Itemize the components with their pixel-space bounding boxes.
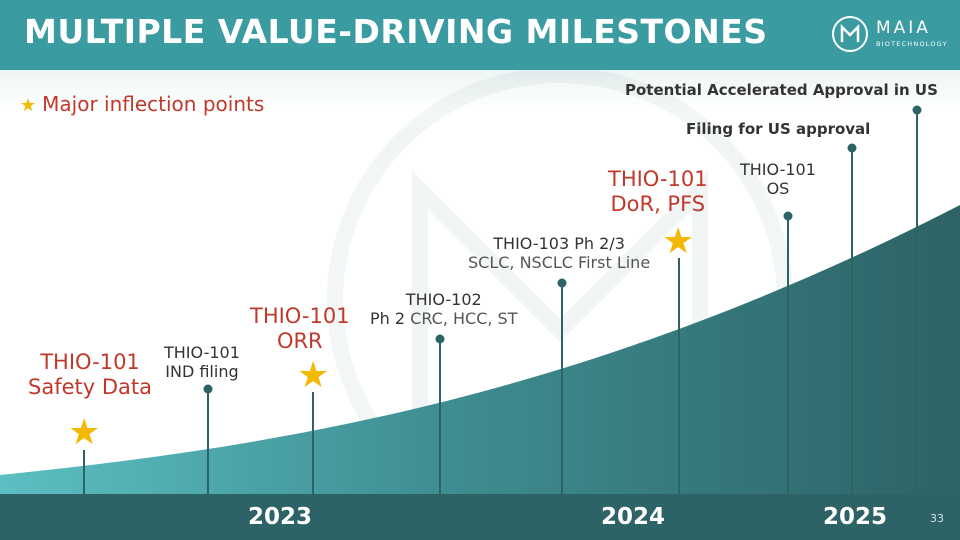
legend-text: Major inflection points (42, 92, 265, 116)
milestone-title: Filing for US approval (686, 120, 871, 138)
logo-name: MAIA (876, 18, 931, 38)
milestone-detail: OS (766, 179, 790, 199)
milestone-thio-103: THIO-103 Ph 2/3 SCLC, NSCLC First Line (468, 234, 650, 272)
star-icon: ★ (297, 355, 330, 396)
milestone-title: THIO-101 (40, 350, 140, 374)
milestone-title: THIO-102 (405, 290, 482, 309)
milestone-detail: Ph 2 CRC, HCC, ST (370, 309, 518, 329)
milestone-accelerated-approval: Potential Accelerated Approval in US (625, 81, 938, 99)
milestone-detail: SCLC, NSCLC First Line (468, 253, 651, 273)
milestone-dot (847, 143, 857, 153)
milestone-thio-102: THIO-102 Ph 2 CRC, HCC, ST (370, 290, 517, 328)
logo-subtitle: BIOTECHNOLOGY (876, 40, 948, 48)
milestone-ind-filing: THIO-101 IND filing (164, 343, 240, 381)
milestone-os: THIO-101 OS (740, 160, 816, 198)
milestone-stems (83, 110, 918, 494)
year-label: 2024 (601, 504, 666, 530)
header-bar: MULTIPLE VALUE-DRIVING MILESTONES MAIA B… (0, 0, 960, 70)
star-icon: ★ (20, 95, 37, 116)
star-icon: ★ (662, 221, 695, 262)
growth-curve (0, 205, 960, 494)
milestone-detail: Safety Data (28, 375, 152, 400)
milestone-detail: ORR (276, 329, 323, 354)
milestone-us-filing: Filing for US approval (686, 120, 870, 138)
star-icon: ★ (68, 412, 101, 453)
page-number: 33 (930, 512, 944, 525)
year-label: 2023 (248, 504, 313, 530)
maia-logo-icon (832, 16, 868, 52)
timeline-footer (0, 494, 960, 540)
milestone-title: THIO-103 Ph 2/3 (493, 234, 625, 253)
year-label: 2025 (823, 504, 888, 530)
milestone-orr: THIO-101 ORR (250, 304, 350, 354)
legend: ★ Major inflection points (20, 92, 264, 116)
milestone-dot (435, 334, 445, 344)
milestone-dots (203, 105, 922, 394)
milestone-title: Potential Accelerated Approval in US (625, 81, 938, 99)
milestone-detail: IND filing (165, 362, 239, 382)
milestone-detail: DoR, PFS (610, 192, 706, 217)
milestone-title: THIO-101 (740, 160, 816, 179)
milestone-dor-pfs: THIO-101 DoR, PFS (608, 167, 708, 217)
milestone-title: THIO-101 (250, 304, 350, 328)
milestone-safety-data: THIO-101 Safety Data (28, 350, 152, 400)
milestone-dot (783, 211, 793, 221)
maia-logo: MAIA BIOTECHNOLOGY (830, 14, 950, 58)
milestone-dot (557, 278, 567, 288)
milestone-dot (912, 105, 922, 115)
header-fade (0, 70, 960, 110)
milestone-title: THIO-101 (164, 343, 240, 362)
page-title: MULTIPLE VALUE-DRIVING MILESTONES (24, 12, 768, 51)
milestone-dot (203, 384, 213, 394)
milestone-title: THIO-101 (608, 167, 708, 191)
